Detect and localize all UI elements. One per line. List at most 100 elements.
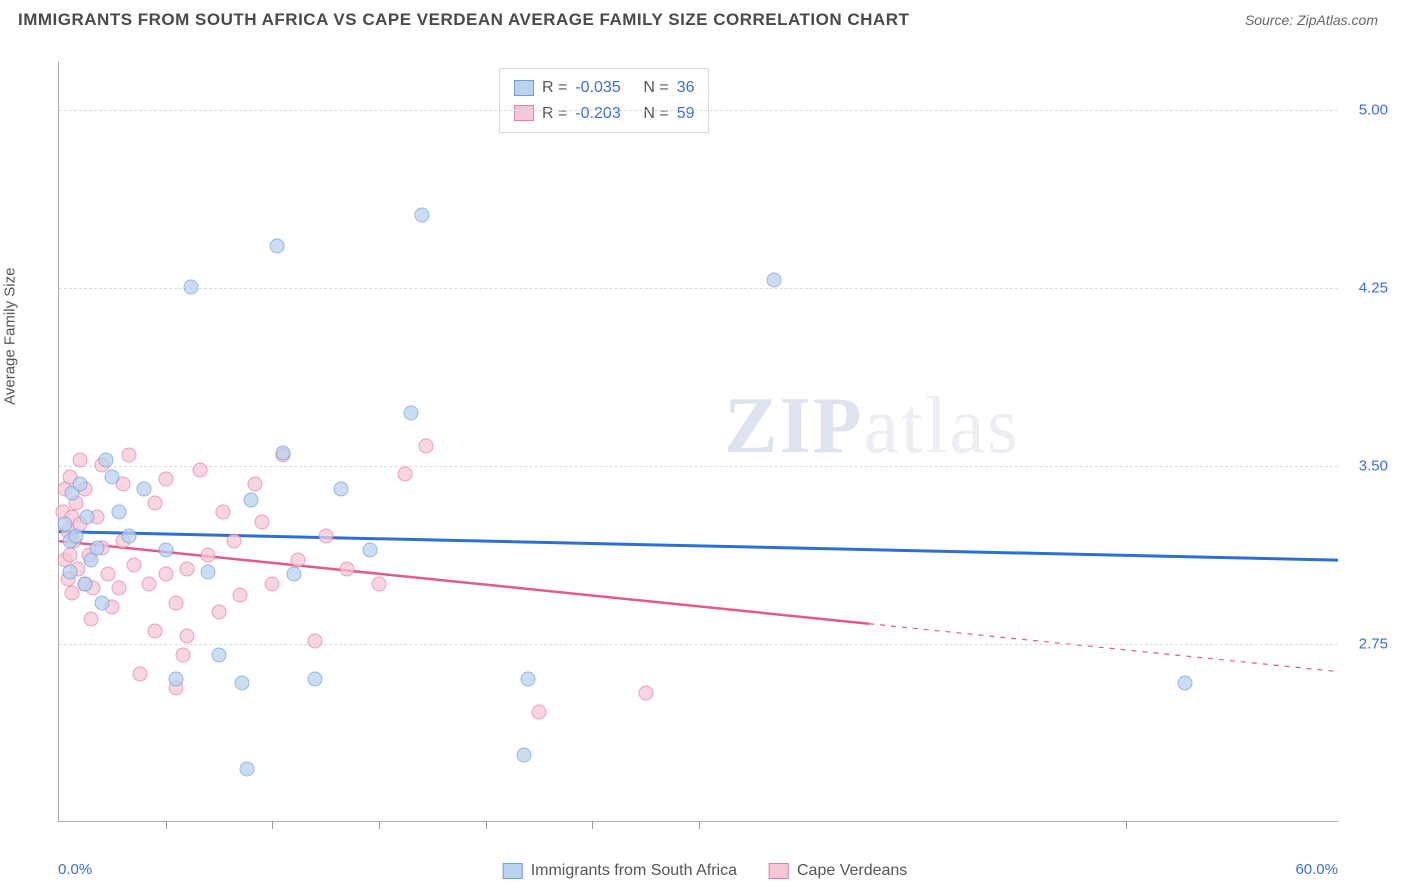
data-point-cape_verdeans [122, 448, 137, 463]
source-attribution: Source: ZipAtlas.com [1245, 12, 1378, 28]
data-point-south_africa [77, 576, 92, 591]
y-tick-label: 4.25 [1359, 279, 1388, 296]
y-tick-label: 2.75 [1359, 635, 1388, 652]
data-point-south_africa [244, 493, 259, 508]
x-tick [166, 821, 167, 829]
trendline-dashed-cape_verdeans [869, 624, 1338, 672]
trendline-cape_verdeans [59, 541, 869, 624]
chart-container: Average Family Size R = -0.035 N = 36 R … [20, 40, 1390, 890]
data-point-south_africa [90, 540, 105, 555]
plot-area: R = -0.035 N = 36 R = -0.203 N = 59 ZIPa… [58, 62, 1338, 822]
data-point-south_africa [414, 208, 429, 223]
data-point-south_africa [169, 671, 184, 686]
r-value-south-africa: -0.035 [575, 75, 635, 101]
data-point-south_africa [235, 676, 250, 691]
swatch-south-africa [503, 863, 523, 879]
x-axis-max-label: 60.0% [1295, 861, 1338, 878]
data-point-south_africa [201, 564, 216, 579]
data-point-cape_verdeans [158, 567, 173, 582]
data-point-south_africa [333, 481, 348, 496]
source-name: ZipAtlas.com [1297, 12, 1378, 28]
data-point-cape_verdeans [126, 557, 141, 572]
data-point-cape_verdeans [73, 453, 88, 468]
n-label: N = [643, 75, 668, 101]
data-point-cape_verdeans [175, 647, 190, 662]
data-point-cape_verdeans [148, 624, 163, 639]
data-point-cape_verdeans [248, 476, 263, 491]
gridline-h [59, 644, 1338, 645]
correlation-legend: R = -0.035 N = 36 R = -0.203 N = 59 [499, 68, 709, 133]
data-point-cape_verdeans [308, 633, 323, 648]
legend-row-cape-verdeans: R = -0.203 N = 59 [514, 101, 694, 127]
data-point-south_africa [69, 529, 84, 544]
data-point-south_africa [308, 671, 323, 686]
data-point-cape_verdeans [192, 462, 207, 477]
data-point-south_africa [521, 671, 536, 686]
data-point-south_africa [137, 481, 152, 496]
data-point-cape_verdeans [62, 548, 77, 563]
data-point-south_africa [111, 505, 126, 520]
watermark-atlas: atlas [863, 382, 1020, 470]
gridline-h [59, 288, 1338, 289]
data-point-cape_verdeans [201, 548, 216, 563]
data-point-cape_verdeans [101, 567, 116, 582]
data-point-cape_verdeans [84, 612, 99, 627]
legend-row-south-africa: R = -0.035 N = 36 [514, 75, 694, 101]
data-point-south_africa [105, 469, 120, 484]
n-value-cape-verdeans: 59 [677, 101, 695, 127]
data-point-cape_verdeans [133, 666, 148, 681]
data-point-south_africa [239, 761, 254, 776]
data-point-south_africa [158, 543, 173, 558]
chart-title: IMMIGRANTS FROM SOUTH AFRICA VS CAPE VER… [18, 10, 909, 30]
data-point-cape_verdeans [532, 704, 547, 719]
data-point-cape_verdeans [148, 495, 163, 510]
data-point-south_africa [98, 453, 113, 468]
data-point-cape_verdeans [372, 576, 387, 591]
data-point-south_africa [766, 272, 781, 287]
n-label: N = [643, 101, 668, 127]
data-point-cape_verdeans [212, 605, 227, 620]
data-point-cape_verdeans [340, 562, 355, 577]
data-point-south_africa [517, 747, 532, 762]
data-point-cape_verdeans [318, 529, 333, 544]
data-point-cape_verdeans [290, 552, 305, 567]
series-name-cape-verdeans: Cape Verdeans [797, 862, 907, 880]
data-point-south_africa [363, 543, 378, 558]
data-point-south_africa [212, 647, 227, 662]
x-tick [592, 821, 593, 829]
y-tick-label: 5.00 [1359, 101, 1388, 118]
source-label: Source: [1245, 12, 1297, 28]
data-point-cape_verdeans [265, 576, 280, 591]
x-tick [1126, 821, 1127, 829]
data-point-cape_verdeans [169, 595, 184, 610]
gridline-h [59, 466, 1338, 467]
swatch-south-africa [514, 80, 534, 96]
data-point-south_africa [122, 529, 137, 544]
data-point-south_africa [94, 595, 109, 610]
data-point-cape_verdeans [180, 562, 195, 577]
gridline-h [59, 110, 1338, 111]
r-label: R = [542, 75, 567, 101]
legend-item-south-africa: Immigrants from South Africa [503, 862, 737, 880]
data-point-cape_verdeans [233, 588, 248, 603]
data-point-south_africa [73, 476, 88, 491]
x-tick [379, 821, 380, 829]
swatch-cape-verdeans [769, 863, 789, 879]
watermark-zip: ZIP [724, 382, 863, 470]
data-point-cape_verdeans [397, 467, 412, 482]
data-point-cape_verdeans [64, 586, 79, 601]
data-point-cape_verdeans [158, 472, 173, 487]
data-point-south_africa [1178, 676, 1193, 691]
swatch-cape-verdeans [514, 105, 534, 121]
x-tick [272, 821, 273, 829]
y-tick-label: 3.50 [1359, 457, 1388, 474]
r-label: R = [542, 101, 567, 127]
data-point-cape_verdeans [216, 505, 231, 520]
data-point-cape_verdeans [638, 685, 653, 700]
data-point-south_africa [62, 564, 77, 579]
data-point-south_africa [404, 405, 419, 420]
data-point-south_africa [79, 510, 94, 525]
y-axis-label: Average Family Size [2, 268, 19, 405]
data-point-cape_verdeans [254, 514, 269, 529]
trend-lines-layer [59, 62, 1338, 821]
